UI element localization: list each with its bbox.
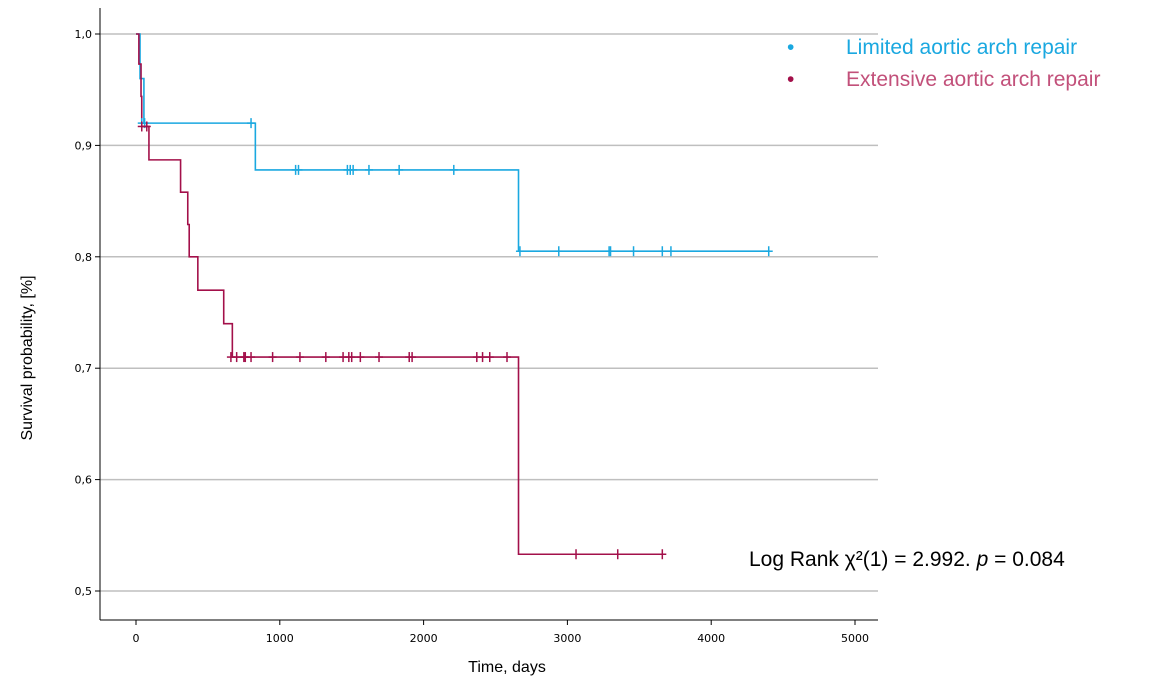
legend-bullet-extensive: • — [787, 68, 794, 91]
censor-mark-limited — [395, 164, 404, 175]
axes — [99, 8, 878, 621]
p-symbol: p — [976, 548, 989, 571]
censor-mark-limited — [364, 164, 373, 175]
censor-mark-extensive — [356, 352, 365, 363]
censor-mark-extensive — [613, 549, 622, 560]
p-value: = 0.084 — [988, 548, 1065, 571]
censor-mark-extensive — [142, 121, 151, 132]
censor-mark-limited — [658, 246, 667, 257]
censor-mark-limited — [349, 164, 358, 175]
censor-mark-extensive — [295, 352, 304, 363]
censor-mark-limited — [666, 246, 675, 257]
censor-mark-limited — [515, 246, 524, 257]
censor-mark-extensive — [268, 352, 277, 363]
censor-mark-extensive — [375, 352, 384, 363]
censor-mark-limited — [449, 164, 458, 175]
censor-mark-extensive — [347, 352, 356, 363]
censor-mark-limited — [629, 246, 638, 257]
censor-mark-limited — [247, 118, 256, 129]
x-tick-label: 4000 — [697, 632, 725, 645]
censor-mark-extensive — [321, 352, 330, 363]
legend-label-limited: Limited aortic arch repair — [846, 36, 1077, 59]
y-tick-label: 0,9 — [75, 139, 93, 152]
legend-label-extensive: Extensive aortic arch repair — [846, 68, 1100, 91]
censor-mark-extensive — [232, 352, 241, 363]
censor-mark-limited — [294, 164, 303, 175]
legend-bullet-limited: • — [787, 36, 794, 59]
y-tick-label: 0,7 — [75, 362, 93, 375]
series-line-limited — [136, 33, 769, 253]
tick-labels: 0,5 0,6 0,7 0,8 0,9 1,0 0 1000 2000 3000 4000 5000 — [75, 28, 870, 645]
gridlines — [100, 33, 878, 592]
legend: • Limited aortic arch repair • Extensive… — [787, 36, 1100, 91]
log-rank-prefix: Log Rank χ²(1) = 2.992. — [749, 548, 971, 571]
censor-mark-extensive — [658, 549, 667, 560]
y-tick-label: 0,5 — [75, 585, 93, 598]
censor-mark-limited — [554, 246, 563, 257]
censor-marks — [137, 118, 773, 560]
x-tick-label: 2000 — [410, 632, 438, 645]
series-line-extensive — [136, 33, 663, 556]
censor-mark-extensive — [408, 352, 417, 363]
censor-mark-limited — [764, 246, 773, 257]
x-tick-label: 1000 — [266, 632, 294, 645]
x-tick-label: 0 — [133, 632, 140, 645]
log-rank-annotation: Log Rank χ²(1) = 2.992. p = 0.084 — [749, 548, 1065, 571]
censor-mark-extensive — [478, 352, 487, 363]
survival-curves — [136, 33, 769, 556]
y-tick-label: 0,6 — [75, 474, 93, 487]
y-axis-title: Survival probability, [%] — [19, 275, 36, 440]
x-tick-label: 5000 — [841, 632, 869, 645]
x-tick-label: 3000 — [553, 632, 581, 645]
x-axis-title: Time, days — [468, 659, 546, 676]
y-tick-label: 0,8 — [75, 251, 93, 264]
censor-mark-extensive — [247, 352, 256, 363]
y-tick-label: 1,0 — [75, 28, 93, 41]
censor-mark-extensive — [572, 549, 581, 560]
censor-mark-extensive — [485, 352, 494, 363]
censor-mark-extensive — [503, 352, 512, 363]
censor-mark-limited — [606, 246, 615, 257]
